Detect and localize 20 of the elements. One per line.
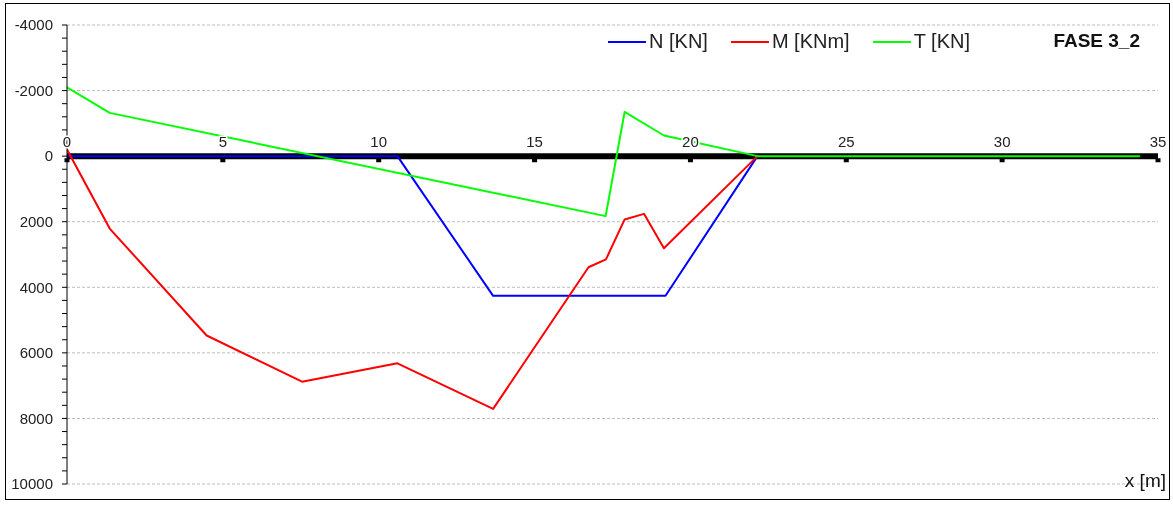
x-tick-label: 30 xyxy=(993,133,1011,151)
x-tick-label: 10 xyxy=(370,133,388,151)
legend-label: M [KNm] xyxy=(771,30,850,53)
y-tick-label: 6000 xyxy=(19,344,53,362)
y-tick-label: -4000 xyxy=(14,16,53,34)
legend-label: T [KN] xyxy=(913,30,970,53)
y-tick-label: 10000 xyxy=(11,475,53,493)
y-tick-label: 4000 xyxy=(19,278,53,296)
x-tick-label: 35 xyxy=(1149,133,1167,151)
y-tick-label: -2000 xyxy=(14,81,53,99)
line-series xyxy=(67,148,759,410)
x-tick-label: 5 xyxy=(218,133,228,151)
x-tick-label: 25 xyxy=(837,133,855,151)
y-tick-label: 2000 xyxy=(19,213,53,231)
legend-label: N [KN] xyxy=(649,30,708,53)
chart-title: FASE 3_2 xyxy=(1053,30,1140,52)
x-tick-label: 15 xyxy=(526,133,543,151)
x-axis-title: x [m] xyxy=(1124,470,1166,492)
y-tick-label: 8000 xyxy=(19,409,53,427)
y-tick-label: 0 xyxy=(44,147,53,165)
